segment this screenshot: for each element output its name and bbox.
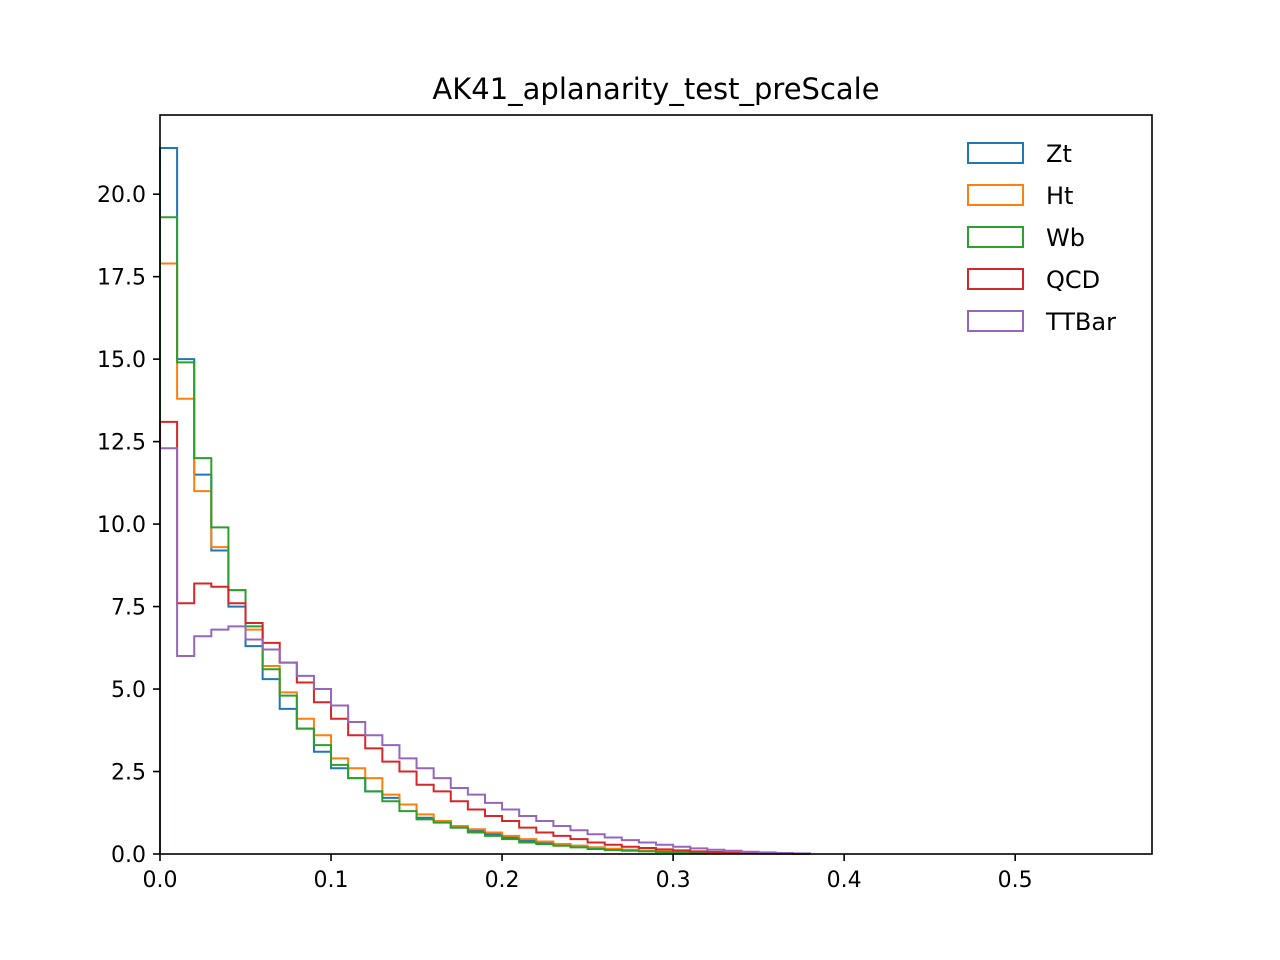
x-tick-label-0: 0.0 [143, 868, 178, 893]
series-layer [159, 146, 811, 855]
histogram-series-qcd [159, 420, 811, 855]
legend-label-ht: Ht [1046, 182, 1073, 210]
y-tick-label-1: 2.5 [111, 761, 146, 786]
y-tick-label-5: 12.5 [97, 431, 146, 456]
legend-label-zt: Zt [1046, 140, 1072, 168]
x-tick-label-2: 0.2 [485, 868, 520, 893]
y-tick-label-2: 5.0 [111, 678, 146, 703]
legend-label-ttbar: TTBar [1045, 308, 1116, 336]
y-tick-label-4: 10.0 [97, 513, 146, 538]
x-tick-label-5: 0.5 [998, 868, 1033, 893]
legend-swatch-zt [967, 142, 1024, 164]
legend-label-qcd: QCD [1046, 266, 1100, 294]
x-tick-label-3: 0.3 [656, 868, 691, 893]
plot-frame [159, 114, 1153, 855]
y-tick-label-0: 0.0 [111, 843, 146, 868]
y-tick-label-8: 20.0 [97, 183, 146, 208]
y-tick-label-3: 7.5 [111, 596, 146, 621]
chart-title: AK41_aplanarity_test_preScale [432, 72, 879, 106]
legend-label-wb: Wb [1046, 224, 1085, 252]
histogram-series-ttbar [159, 447, 811, 855]
legend-swatch-ttbar [967, 310, 1024, 332]
legend-swatch-wb [967, 226, 1024, 248]
y-tick-label-7: 17.5 [97, 266, 146, 291]
x-tick-label-1: 0.1 [314, 868, 349, 893]
legend-swatch-qcd [967, 268, 1024, 290]
y-tick-label-6: 15.0 [97, 348, 146, 373]
legend: Zt Ht Wb QCD TTBar [967, 140, 1116, 336]
ticks-layer: 0.0 0.1 0.2 0.3 0.4 0.5 0.0 2.5 5.0 7.5 10.0 12.5 15… [97, 183, 1033, 893]
x-tick-label-4: 0.4 [827, 868, 862, 893]
legend-swatch-ht [967, 184, 1024, 206]
